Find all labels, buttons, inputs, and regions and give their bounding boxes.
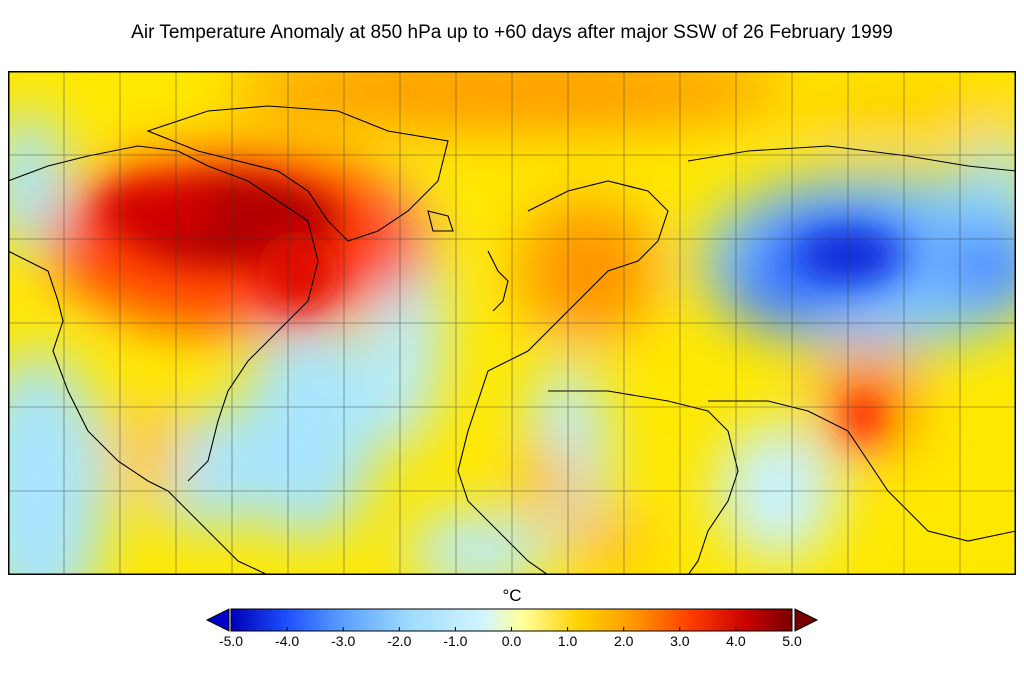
- colorbar-max-arrow: [794, 608, 819, 632]
- colorbar-tick-label: 5.0: [782, 633, 802, 649]
- colorbar-tick-marks: [230, 627, 793, 631]
- colorbar-tick-label: 3.0: [670, 633, 690, 649]
- colorbar-tick-label: -2.0: [387, 633, 412, 649]
- colorbar-tick-label: 2.0: [613, 633, 634, 649]
- colorbar-tick-label: -4.0: [275, 633, 300, 649]
- chart-title: Air Temperature Anomaly at 850 hPa up to…: [131, 22, 893, 43]
- colorbar-min-arrow: [205, 608, 230, 632]
- colorbar-tick-label: -3.0: [331, 633, 356, 649]
- colorbar-tick-label: 4.0: [726, 633, 746, 649]
- colorbar-tick-label: 0.0: [501, 633, 522, 649]
- colorbar-tick-label: -1.0: [443, 633, 468, 649]
- anomaly-map: [8, 71, 1016, 575]
- map-border: [8, 71, 1016, 575]
- colorbar-tick-label: 1.0: [557, 633, 578, 649]
- graticule: [8, 71, 1016, 575]
- coastlines: [8, 105, 1016, 575]
- colorbar-tick-label: -5.0: [218, 633, 244, 649]
- colorbar-unit: °C: [502, 586, 522, 605]
- anomaly-map-svg: [8, 71, 1016, 575]
